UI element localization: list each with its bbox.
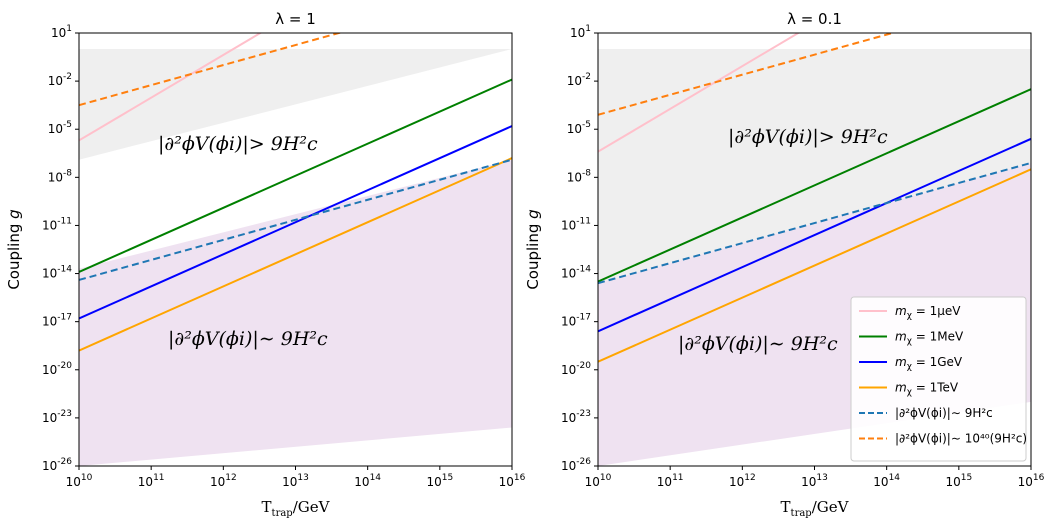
y-tick-label: 10-20 [42,361,72,377]
x-tick-label: 1015 [945,473,972,489]
purple-region [79,159,512,466]
y-tick-label: 101 [570,24,591,40]
panel-title: λ = 1 [275,10,316,28]
legend-label-m_chi_1MeV: mχ = 1MeV [895,330,964,347]
legend-label-m_chi_1TeV: mχ = 1TeV [895,381,959,398]
y-axis-label: Coupling g [524,209,542,289]
x-tick-label: 1014 [354,473,381,489]
x-tick-label: 1012 [729,473,756,489]
y-tick-label: 10-11 [561,216,591,232]
y-tick-label: 10-2 [567,72,591,88]
x-tick-label: 1015 [426,473,453,489]
series-m_chi_1ueV [598,33,801,153]
x-tick-label: 1012 [210,473,237,489]
x-tick-label: 1014 [873,473,900,489]
series-m_chi_1ueV [79,33,263,142]
x-tick-label: 1011 [138,473,165,489]
region-annotation: |∂²ϕV(ϕi)|> 9H²c [728,126,888,148]
y-tick-label: 101 [51,24,72,40]
y-tick-label: 10-5 [567,120,591,136]
legend-label-m_chi_1ueV: mχ = 1μeV [895,304,961,321]
y-tick-label: 10-8 [567,168,592,184]
y-tick-label: 10-5 [48,120,72,136]
series-curv_9Hc2 [598,161,1031,285]
y-tick-label: 10-17 [561,313,591,329]
y-tick-label: 10-11 [42,216,72,232]
series-m_chi_1TeV [598,168,1031,363]
series-m_chi_1GeV [79,125,512,320]
gray-region [598,49,1031,284]
x-tick-label: 1011 [657,473,684,489]
series-curv_1e40 [79,33,343,107]
legend: mχ = 1μeV mχ = 1MeV mχ = 1GeV mχ = 1TeV |∂²ϕ… [850,296,1027,462]
y-tick-label: 10-14 [561,265,591,281]
x-tick-label: 1016 [1018,473,1045,489]
region-annotation: |∂²ϕV(ϕi)|∼ 9H²c [168,328,328,350]
y-tick-label: 10-23 [561,409,591,425]
x-tick-label: 1016 [499,473,526,489]
y-tick-label: 10-26 [561,457,591,473]
y-tick-label: 10-17 [42,313,72,329]
x-tick-label: 1013 [282,473,309,489]
legend-box [850,296,1027,462]
y-tick-label: 10-26 [42,457,72,473]
y-tick-label: 10-23 [42,409,72,425]
x-axis-label: Ttrap/GeV [781,498,850,519]
series-curv_9Hc2 [79,158,512,281]
y-tick-label: 10-20 [561,361,591,377]
legend-label-m_chi_1GeV: mχ = 1GeV [895,355,963,372]
series-m_chi_1MeV [598,88,1031,283]
series-m_chi_1GeV [598,137,1031,333]
x-tick-label: 1010 [585,473,612,489]
y-axis-label: Coupling g [5,209,23,289]
series-m_chi_1TeV [79,157,512,352]
legend-label-curv_1e40: |∂²ϕV(ϕi)|∼ 10⁴⁰(9H²c) [895,432,1027,446]
x-tick-label: 1013 [801,473,828,489]
panel-title: λ = 0.1 [787,10,842,28]
y-tick-label: 10-14 [42,265,72,281]
panel-1: 1010 1011 1012 1013 1014 1015 1016 101 10-2 10-5 1… [5,10,526,519]
x-axis-label: Ttrap/GeV [262,498,331,519]
y-tick-label: 10-2 [48,72,72,88]
plot-area [79,33,512,466]
series-curv_1e40 [598,33,897,116]
region-annotation: |∂²ϕV(ϕi)|∼ 9H²c [678,333,838,355]
x-tick-label: 1010 [66,473,93,489]
legend-label-curv_9Hc2: |∂²ϕV(ϕi)|∼ 9H²c [895,406,993,420]
region-annotation: |∂²ϕV(ϕi)|> 9H²c [158,133,318,155]
series-m_chi_1MeV [79,78,512,273]
y-tick-label: 10-8 [48,168,73,184]
